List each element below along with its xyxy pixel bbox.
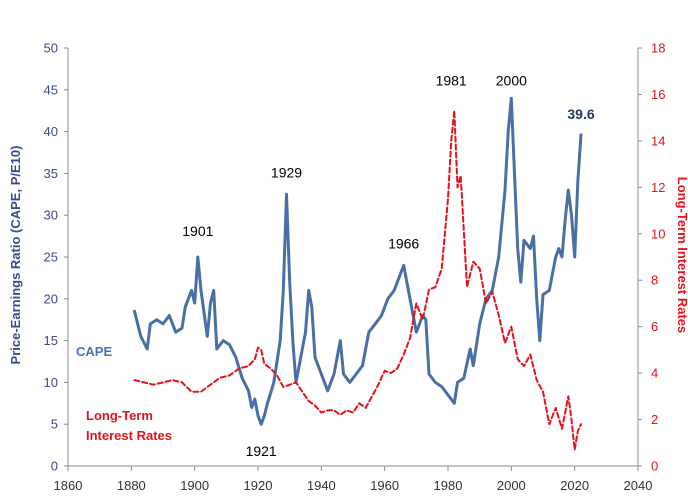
x-tick-label: 1920 <box>244 478 273 493</box>
legend-rates-line2: Interest Rates <box>86 428 172 443</box>
right-tick-label: 2 <box>651 412 658 427</box>
x-tick-label: 1900 <box>180 478 209 493</box>
right-tick-label: 10 <box>651 226 665 241</box>
right-tick-label: 6 <box>651 319 658 334</box>
left-tick-label: 45 <box>44 82 58 97</box>
x-tick-label: 2040 <box>624 478 653 493</box>
peak-label-1981: 1981 <box>436 73 467 89</box>
right-tick-label: 12 <box>651 180 665 195</box>
legend-cape: CAPE <box>76 344 112 359</box>
left-axis-title: Price-Earnings Ratio (CAPE, P/E10) <box>8 146 23 365</box>
legend-rates-line1: Long-Term <box>86 408 153 423</box>
series-layer <box>133 96 583 451</box>
peak-label-1921: 1921 <box>246 443 277 459</box>
right-tick-label: 8 <box>651 273 658 288</box>
peak-label-1929: 1929 <box>271 165 302 181</box>
x-tick-label: 1860 <box>54 478 83 493</box>
left-tick-label: 25 <box>44 250 58 265</box>
x-tick-label: 2020 <box>560 478 589 493</box>
right-tick-label: 4 <box>651 366 658 381</box>
peak-label-2000: 2000 <box>496 73 527 89</box>
axes-layer: 0 5 10 15 20 25 30 35 40 45 50 0 2 4 6 8 10 12 14 16 18 1860 1… <box>44 41 666 494</box>
interest-rate-line <box>133 109 582 451</box>
left-tick-label: 50 <box>44 41 58 56</box>
peak-label-1966: 1966 <box>388 236 419 252</box>
right-tick-label: 16 <box>651 87 665 102</box>
left-tick-label: 15 <box>44 333 58 348</box>
labels-layer: Price-Earnings Ratio (CAPE, P/E10) Long-… <box>8 73 688 459</box>
right-tick-label: 0 <box>651 459 658 474</box>
x-tick-label: 1880 <box>117 478 146 493</box>
left-tick-label: 0 <box>51 459 58 474</box>
left-tick-label: 30 <box>44 208 58 223</box>
x-tick-label: 2000 <box>497 478 526 493</box>
left-tick-label: 5 <box>51 417 58 432</box>
right-tick-label: 14 <box>651 133 665 148</box>
left-tick-label: 35 <box>44 166 58 181</box>
x-tick-label: 1940 <box>307 478 336 493</box>
left-tick-label: 20 <box>44 291 58 306</box>
cape-line <box>133 96 583 426</box>
left-tick-label: 40 <box>44 124 58 139</box>
x-tick-label: 1980 <box>434 478 463 493</box>
peak-label-1901: 1901 <box>182 223 213 239</box>
left-tick-label: 10 <box>44 375 58 390</box>
x-tick-label: 1960 <box>370 478 399 493</box>
last-value-label: 39.6 <box>567 106 594 122</box>
right-tick-label: 18 <box>651 41 665 56</box>
right-axis-title: Long-Term Interest Rates <box>675 177 688 334</box>
